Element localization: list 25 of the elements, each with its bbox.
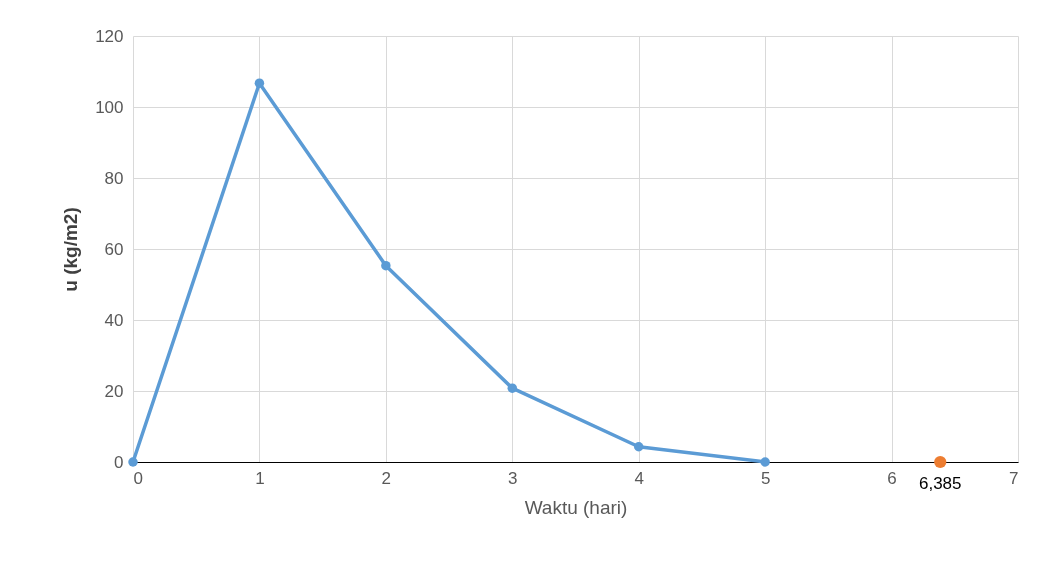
point: [507, 383, 518, 393]
point: [381, 260, 391, 271]
point: [760, 457, 770, 467]
x-tick-label: 6: [887, 468, 897, 488]
y-tick-label: 60: [104, 239, 124, 259]
x-axis-title: Waktu (hari): [524, 496, 628, 518]
x-tick-label: 4: [634, 468, 644, 488]
point: [254, 78, 265, 88]
y-tick-label: 0: [114, 452, 124, 472]
point: [934, 455, 947, 469]
y-tick-label: 120: [95, 26, 124, 46]
y-tick-label: 20: [104, 381, 124, 401]
y-axis-title: u (kg/m2): [60, 207, 82, 292]
y-tick-label: 40: [104, 310, 124, 330]
x-tick-label: 0: [133, 468, 143, 488]
point: [128, 457, 138, 467]
y-tick-label: 100: [95, 97, 124, 117]
x-tick-label: 2: [381, 468, 392, 488]
y-tick-label: 80: [104, 168, 124, 188]
x-tick-label: 3: [508, 468, 518, 488]
x-tick-label: 1: [255, 468, 265, 488]
x-tick-label: 7: [1009, 468, 1019, 488]
annotation: 6,385: [918, 474, 962, 493]
x-tick-label: 5: [760, 468, 771, 488]
point: [633, 442, 644, 452]
